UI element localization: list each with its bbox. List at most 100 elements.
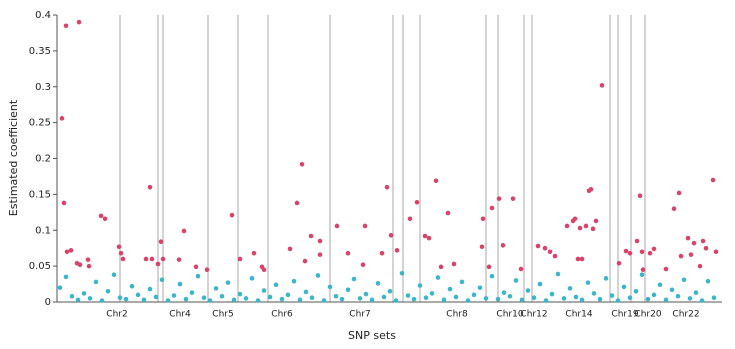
point (285, 292, 291, 298)
point (639, 272, 645, 278)
point (543, 298, 549, 303)
point (93, 279, 99, 285)
point (193, 264, 199, 270)
point (237, 291, 243, 297)
point (345, 287, 351, 293)
point (363, 291, 369, 297)
point (647, 250, 653, 256)
point (700, 238, 706, 244)
point (588, 187, 594, 192)
point (81, 291, 87, 296)
point (69, 293, 75, 299)
point (447, 286, 453, 292)
point (249, 276, 255, 281)
point (99, 298, 105, 303)
point (518, 266, 524, 272)
point (609, 293, 615, 298)
point (129, 283, 135, 289)
y-tick-label: 0.2 (35, 154, 51, 165)
point (321, 298, 327, 303)
point (393, 298, 399, 303)
point (445, 210, 451, 216)
y-tick-label: 0.15 (29, 189, 51, 200)
point (388, 232, 394, 238)
point (688, 252, 694, 257)
point (405, 293, 411, 298)
x-tick-label: Chr8 (446, 310, 468, 320)
point (549, 291, 555, 297)
point (98, 213, 104, 219)
point (590, 226, 596, 232)
point (627, 250, 633, 256)
point (623, 248, 629, 254)
point (489, 205, 495, 211)
point (426, 235, 432, 241)
point (155, 261, 161, 267)
point (189, 290, 195, 295)
point (181, 228, 187, 234)
point (500, 243, 506, 248)
point (693, 290, 699, 295)
point (357, 296, 363, 301)
point (207, 298, 213, 303)
point (160, 256, 166, 262)
point (111, 272, 117, 278)
point (59, 116, 65, 121)
point (577, 225, 583, 231)
y-tick-label: 0 (45, 297, 51, 308)
point (585, 280, 591, 285)
point (334, 223, 340, 229)
point (141, 297, 147, 303)
point (116, 244, 122, 250)
point (273, 282, 279, 288)
y-axis-label: Estimated coefficient (7, 99, 20, 216)
point (411, 296, 417, 302)
point (597, 296, 603, 302)
point (633, 288, 639, 294)
point (637, 193, 643, 199)
point (703, 245, 709, 251)
point (471, 292, 477, 298)
point (583, 223, 589, 229)
point (651, 246, 657, 252)
point (501, 290, 507, 295)
point (394, 248, 400, 253)
point (535, 243, 541, 249)
point (477, 285, 483, 290)
x-tick-label: Chr22 (672, 310, 699, 320)
point (315, 273, 321, 278)
point (414, 199, 420, 205)
y-tick-label: 0.4 (35, 10, 51, 21)
point (362, 223, 368, 229)
point (76, 19, 82, 25)
point (669, 287, 675, 293)
point (621, 284, 627, 290)
point (579, 297, 585, 303)
point (603, 276, 609, 281)
point (213, 286, 219, 291)
point (291, 278, 297, 284)
point (678, 253, 684, 259)
point (375, 281, 381, 286)
point (379, 250, 385, 256)
point (507, 293, 513, 299)
point (531, 295, 537, 300)
point (423, 295, 429, 300)
point (302, 258, 308, 264)
point (429, 291, 435, 296)
x-tick-label: Chr6 (271, 310, 293, 320)
point (165, 298, 171, 303)
point (651, 292, 657, 298)
point (555, 271, 561, 277)
point (453, 294, 459, 300)
point (195, 273, 201, 279)
point (287, 246, 293, 252)
point (519, 297, 525, 303)
point (495, 296, 501, 302)
point (513, 278, 519, 283)
point (542, 245, 548, 251)
point (710, 177, 716, 183)
point (204, 267, 210, 273)
x-tick-label: Chr19 (611, 310, 638, 320)
point (225, 280, 231, 285)
